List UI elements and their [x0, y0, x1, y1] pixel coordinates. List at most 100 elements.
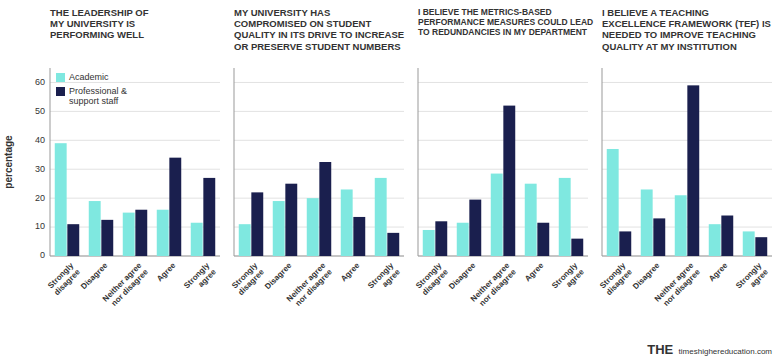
tick-label: Disagree [79, 261, 110, 292]
text-line: COMPROMISED ON STUDENT [234, 18, 371, 29]
tick-label: Agree [339, 261, 362, 284]
annotation: THE [647, 342, 673, 357]
bar [653, 218, 665, 256]
bar [135, 210, 147, 256]
text-line: nor disagree [294, 267, 335, 308]
bars [423, 106, 583, 256]
bar [435, 221, 447, 256]
text-line: support staff [69, 96, 119, 106]
text-line: disagree [236, 267, 266, 297]
tick-label: Disagree [631, 261, 662, 292]
bars [607, 85, 767, 256]
grid-line [50, 111, 220, 112]
text-line: Disagree [263, 261, 294, 292]
bar [239, 224, 251, 256]
title: MY UNIVERSITY HASCOMPROMISED ON STUDENTQ… [234, 7, 404, 52]
chart: THE LEADERSHIP OFMY UNIVERSITY ISPERFORM… [0, 0, 780, 362]
tick-label: Agree [155, 261, 178, 284]
tick-label: 10 [35, 221, 45, 231]
tick-label: Stronglydisagree [230, 261, 267, 298]
panel: MY UNIVERSITY HASCOMPROMISED ON STUDENTQ… [230, 7, 404, 311]
tick-label: Neither agreenor disagree [653, 261, 702, 310]
axis-line [602, 68, 603, 256]
grid-line [602, 227, 772, 228]
tick-label: Disagree [263, 261, 294, 292]
tick-label: Disagree [447, 261, 478, 292]
text-line: nor disagree [662, 267, 703, 308]
text-line: disagree [604, 267, 634, 297]
bar [341, 189, 353, 256]
title: THE LEADERSHIP OFMY UNIVERSITY ISPERFORM… [50, 7, 149, 41]
text-line: I BELIEVE THE METRICS-BASED [418, 7, 552, 17]
tick-label: 60 [35, 77, 45, 87]
text-line: nor disagree [110, 267, 151, 308]
panel: I BELIEVE THE METRICS-BASEDPERFORMANCE M… [414, 7, 593, 311]
axis-label: percentage [3, 135, 14, 189]
text-line: OR PRESERVE STUDENT NUMBERS [234, 41, 401, 52]
text-line: Agree [155, 261, 178, 284]
grid-line [602, 82, 772, 83]
bar [571, 239, 583, 256]
bar [675, 195, 687, 256]
bar [169, 158, 181, 256]
tick-label: Neither agreenor disagree [101, 261, 150, 310]
bar [251, 192, 263, 256]
legend-swatch [56, 73, 65, 82]
bar [525, 184, 537, 256]
tick-label: 30 [35, 164, 45, 174]
bar [755, 237, 767, 256]
grid-line [234, 111, 404, 112]
grid-line [234, 140, 404, 141]
legend: AcademicProfessional &support staff [56, 72, 127, 106]
text-line: disagree [52, 267, 82, 297]
grid-line [234, 169, 404, 170]
text-line: MY UNIVERSITY IS [50, 18, 135, 29]
text-line: PERFORMING WELL [50, 29, 144, 40]
bar [721, 216, 733, 256]
tick-label: Stronglyagree [734, 261, 770, 297]
tick-label: Stronglyagree [182, 261, 218, 297]
axis-line [234, 68, 235, 256]
tick-label: 40 [35, 135, 45, 145]
text-line: QUALITY AT MY INSTITUTION [602, 41, 737, 52]
tick-label: Stronglyagree [366, 261, 402, 297]
bar [537, 223, 549, 256]
text-line: TO REDUNDANCIES IN MY DEPARTMENT [418, 27, 588, 37]
tick-label: Agree [523, 261, 546, 284]
bar [89, 201, 101, 256]
grid-line [418, 82, 588, 83]
text-line: QUALITY IN ITS DRIVE TO INCREASE [234, 29, 404, 40]
text-line: agree [748, 267, 770, 289]
tick-label: Stronglydisagree [414, 261, 451, 298]
tick-label: Neither agreenor disagree [469, 261, 518, 310]
bar [273, 201, 285, 256]
text-line: agree [564, 267, 586, 289]
text-line: disagree [420, 267, 450, 297]
annotation: timeshighereducation.com [679, 347, 773, 356]
grid-line [602, 111, 772, 112]
bar [67, 224, 79, 256]
panel: I BELIEVE A TEACHINGEXCELLENCE FRAMEWORK… [598, 7, 772, 311]
bar [743, 231, 755, 256]
legend-label: Professional &support staff [69, 86, 127, 106]
grid-line [602, 169, 772, 170]
bar [101, 220, 113, 256]
legend-swatch [56, 87, 65, 96]
bar [387, 233, 399, 256]
tick-label: 50 [35, 106, 45, 116]
title: I BELIEVE A TEACHINGEXCELLENCE FRAMEWORK… [602, 7, 771, 52]
bar [607, 149, 619, 256]
text-line: Agree [523, 261, 546, 284]
bar [423, 230, 435, 256]
text-line: agree [380, 267, 402, 289]
text-line: THE LEADERSHIP OF [50, 7, 149, 18]
bar [319, 162, 331, 256]
text-line: Disagree [447, 261, 478, 292]
bar [491, 174, 503, 256]
bar [375, 178, 387, 256]
bar [503, 106, 515, 256]
tick-label: Stronglydisagree [598, 261, 635, 298]
text-line: I BELIEVE A TEACHING [602, 7, 709, 18]
text-line: Agree [707, 261, 730, 284]
bar [619, 231, 631, 256]
